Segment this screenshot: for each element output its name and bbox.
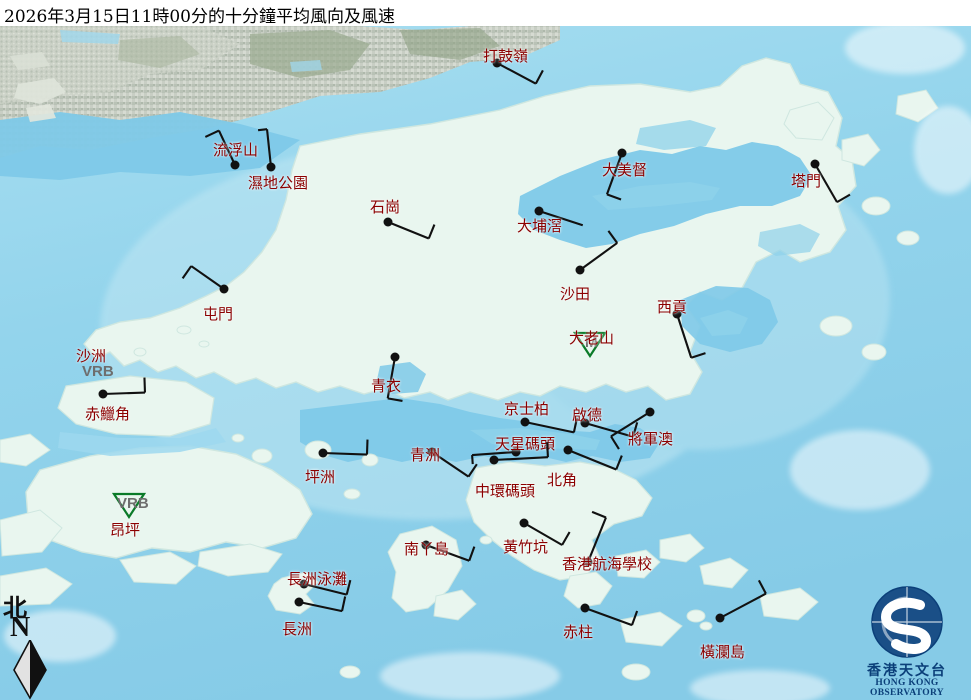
station-dot (563, 445, 573, 455)
lantau-island (0, 375, 313, 607)
vrb-label: VRB (82, 363, 114, 380)
station-dot (299, 579, 309, 589)
station-dot (583, 557, 593, 567)
station-dot (580, 603, 590, 613)
station-name-label: 長洲 (282, 620, 313, 638)
station-dot (294, 597, 304, 607)
north-arrow: 北 N (2, 588, 62, 700)
station-name-label: 黃竹坑 (503, 538, 549, 556)
station-dot (617, 148, 627, 158)
station-dot (383, 217, 393, 227)
station-dot (645, 407, 655, 417)
station-dot (575, 265, 585, 275)
station-name-label: 坪洲 (305, 468, 336, 486)
station-name-label: 大美督 (602, 161, 648, 179)
station-name-label: 橫瀾島 (700, 643, 746, 661)
station-dot (580, 418, 590, 428)
station-name-label: 啟德 (572, 406, 603, 424)
station-dot (534, 206, 544, 216)
station-name-label: 京士柏 (504, 400, 550, 418)
station-name-label: 將軍澳 (628, 430, 674, 448)
station-name-label: 打鼓嶺 (483, 47, 529, 65)
station-name-label: 長洲泳灘 (287, 570, 348, 588)
station-dot (810, 159, 820, 169)
station-dot (219, 284, 229, 294)
missing-label: M (585, 334, 598, 351)
station-name-label: 大老山 (569, 329, 615, 347)
station-dot (427, 447, 437, 457)
compass-needle-icon (13, 640, 47, 700)
variable-wind-marker-icon (112, 492, 146, 519)
station-dot (511, 447, 521, 457)
station-name-label: 北角 (547, 471, 578, 489)
hko-name-cn: 香港天文台 (867, 663, 947, 679)
vrb-label: VRB (117, 495, 149, 512)
station-name-label: 塔門 (791, 172, 822, 190)
station-name-label: 屯門 (203, 305, 234, 323)
station-name-label: 大埔滘 (517, 217, 563, 235)
station-dot (672, 309, 682, 319)
north-label-en: N (10, 612, 31, 643)
missing-data-marker-icon (573, 331, 607, 358)
station-name-label: 天星碼頭 (495, 435, 556, 453)
station-name-label: 西貢 (657, 298, 688, 316)
station-name-label: 濕地公園 (248, 174, 309, 192)
station-name-label: 流浮山 (213, 141, 259, 159)
hko-emblem-icon (871, 586, 943, 658)
station-dot (266, 162, 276, 172)
station-name-label: 香港航海學校 (562, 555, 653, 573)
station-dot (421, 540, 431, 550)
station-dot (715, 613, 725, 623)
station-name-label: 青衣 (371, 377, 402, 395)
hko-name-en: HONG KONG OBSERVATORY (870, 678, 944, 698)
station-name-label: 沙田 (560, 285, 591, 303)
station-dot (390, 352, 400, 362)
station-name-label: 赤鱲角 (85, 405, 131, 423)
station-name-label: 中環碼頭 (475, 482, 536, 500)
station-dot (489, 455, 499, 465)
station-name-label: 南丫島 (404, 540, 450, 558)
station-name-label: 青洲 (410, 446, 441, 464)
station-dot (230, 160, 240, 170)
station-dot (520, 417, 530, 427)
mainland-satellite (0, 26, 560, 180)
station-dot (318, 448, 328, 458)
station-name-label: 石崗 (370, 198, 401, 216)
station-name-label: 昂坪 (110, 521, 141, 539)
station-name-label: 沙洲 (76, 347, 107, 365)
hk-island (465, 461, 819, 647)
station-dot (492, 58, 502, 68)
station-dot (519, 518, 529, 528)
station-dot (98, 389, 108, 399)
hko-logo: 香港天文台 HONG KONG OBSERVATORY (846, 586, 968, 698)
title-bar: 2026年3月15日11時00分的十分鐘平均風向及風速 (0, 0, 971, 27)
north-label-cn: 北 (3, 593, 27, 622)
page-title: 2026年3月15日11時00分的十分鐘平均風向及風速 (4, 7, 395, 27)
station-name-label: 赤柱 (563, 623, 594, 641)
